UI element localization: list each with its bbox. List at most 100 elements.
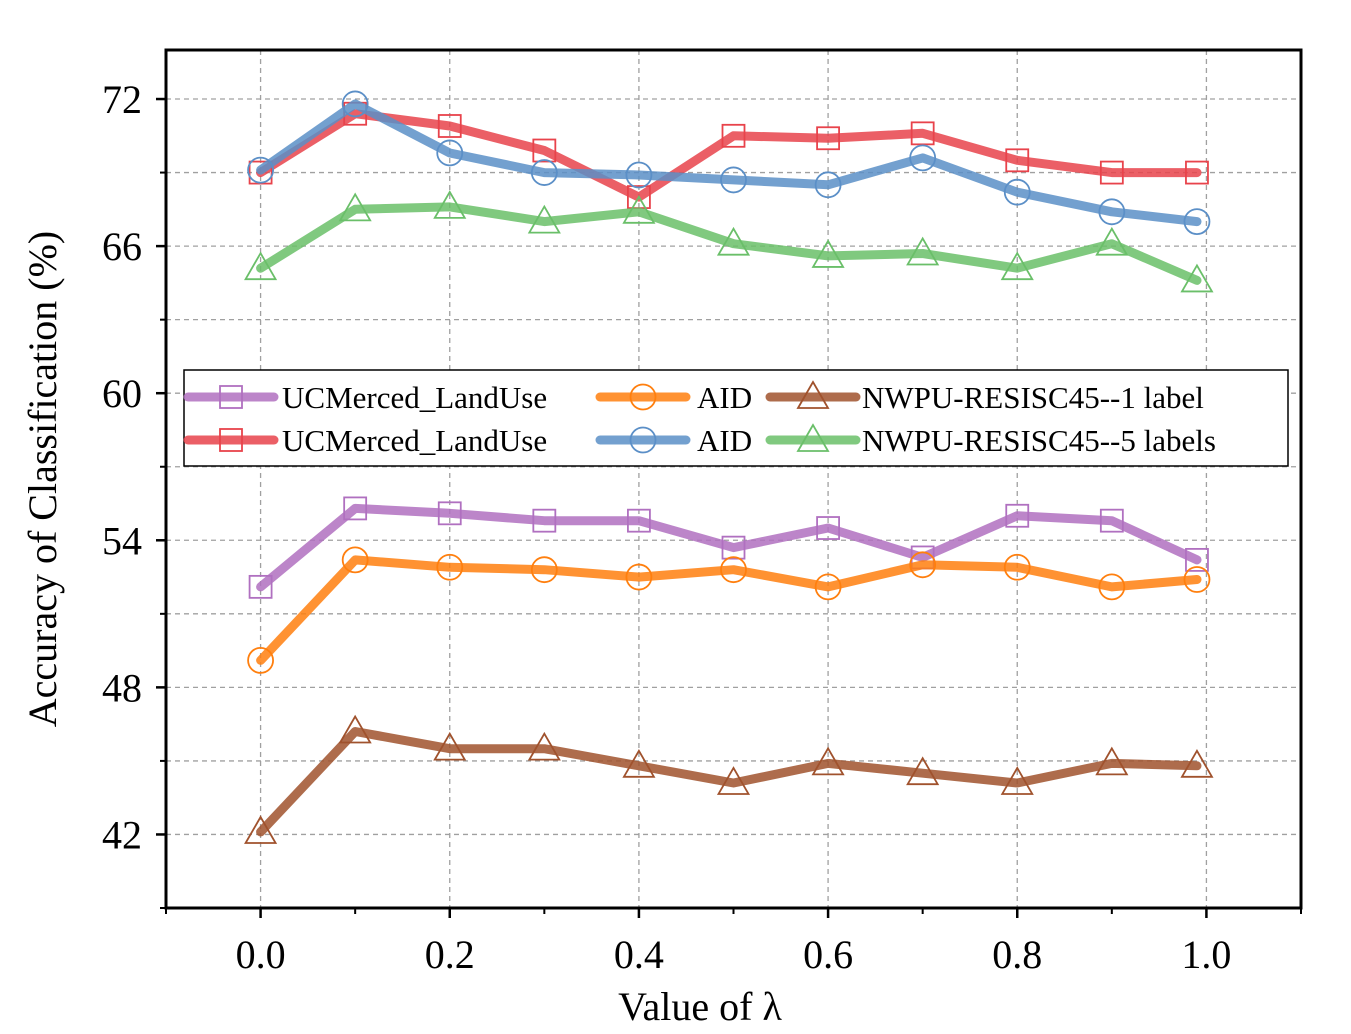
data-point bbox=[1183, 566, 1211, 593]
legend-marker bbox=[796, 423, 830, 452]
series-3 bbox=[248, 101, 1209, 209]
legend-marker bbox=[219, 428, 243, 452]
series-line bbox=[256, 202, 1202, 285]
legend-label: NWPU-RESISC45--1 label bbox=[862, 380, 1204, 415]
legend-item: AID bbox=[595, 423, 752, 458]
series-2 bbox=[244, 714, 1214, 844]
x-tick-label: 0.8 bbox=[992, 932, 1042, 977]
legend-label: UCMerced_LandUse bbox=[282, 380, 547, 415]
series-5 bbox=[244, 190, 1214, 293]
legend-box bbox=[183, 369, 1289, 467]
legend-label: AID bbox=[697, 380, 752, 415]
data-point bbox=[716, 766, 751, 795]
series-line bbox=[256, 109, 1202, 202]
data-point bbox=[721, 535, 746, 560]
series-layer bbox=[244, 90, 1214, 844]
series-line bbox=[256, 727, 1202, 837]
data-point bbox=[1180, 263, 1214, 293]
data-point bbox=[1180, 749, 1214, 778]
legend-item: NWPU-RESISC45--5 labels bbox=[765, 423, 1216, 458]
data-point bbox=[716, 226, 751, 256]
data-point bbox=[720, 166, 747, 194]
data-point bbox=[244, 815, 278, 844]
data-point bbox=[338, 714, 372, 744]
legend-marker bbox=[796, 380, 830, 409]
y-axis-title: Accuracy of Classification (%) bbox=[20, 231, 65, 727]
series-line bbox=[256, 503, 1202, 592]
data-point bbox=[1099, 508, 1124, 533]
data-point bbox=[1005, 503, 1030, 528]
y-tick-label: 60 bbox=[102, 371, 142, 416]
data-point bbox=[1003, 178, 1031, 206]
legend-item: UCMerced_LandUse bbox=[183, 380, 547, 415]
x-tick-label: 0.4 bbox=[614, 932, 664, 977]
data-point bbox=[1005, 148, 1030, 173]
data-point bbox=[814, 171, 842, 199]
series-line bbox=[256, 99, 1202, 227]
data-point bbox=[341, 546, 369, 574]
axes: 0.0 0.2 0.4 0.6 0.8 1.0 42 48 54 60 66 72 bbox=[102, 77, 1302, 977]
series-4 bbox=[247, 90, 1211, 236]
data-point bbox=[627, 508, 651, 533]
data-point bbox=[909, 144, 937, 172]
data-point bbox=[343, 496, 368, 521]
data-point bbox=[1095, 746, 1129, 776]
legend-item: UCMerced_LandUse bbox=[183, 423, 547, 458]
data-point bbox=[906, 236, 940, 266]
data-point bbox=[338, 192, 372, 222]
data-point bbox=[910, 121, 935, 146]
data-point bbox=[433, 190, 467, 219]
y-tick-label: 72 bbox=[102, 77, 142, 122]
data-point bbox=[247, 156, 274, 184]
legend-label: AID bbox=[697, 423, 752, 458]
legend-item: NWPU-RESISC45--1 label bbox=[765, 380, 1204, 415]
data-point bbox=[721, 123, 746, 148]
data-point bbox=[530, 159, 558, 186]
data-point bbox=[622, 749, 656, 778]
x-tick-label: 0.2 bbox=[425, 932, 475, 977]
data-point bbox=[341, 90, 369, 118]
data-point bbox=[622, 194, 656, 224]
data-point bbox=[1000, 766, 1034, 795]
legend-label: UCMerced_LandUse bbox=[282, 423, 547, 458]
x-axis-title: Value of λ bbox=[618, 984, 782, 1029]
data-point bbox=[527, 204, 561, 234]
data-point bbox=[816, 516, 840, 540]
data-point bbox=[436, 553, 464, 581]
data-point bbox=[811, 746, 845, 776]
data-point bbox=[1185, 160, 1209, 185]
data-point bbox=[720, 556, 747, 584]
data-point bbox=[1099, 160, 1124, 185]
data-point bbox=[909, 551, 937, 579]
data-point bbox=[1003, 553, 1031, 581]
legend-label: NWPU-RESISC45--5 labels bbox=[862, 423, 1216, 458]
data-point bbox=[248, 574, 273, 599]
y-tick-label: 48 bbox=[102, 665, 142, 710]
data-point bbox=[247, 647, 274, 674]
legend-marker bbox=[219, 385, 243, 409]
data-point bbox=[437, 501, 462, 526]
data-point bbox=[816, 126, 840, 151]
data-point bbox=[436, 139, 464, 167]
data-point bbox=[1000, 251, 1034, 281]
data-point bbox=[1098, 573, 1126, 601]
data-point bbox=[248, 160, 273, 185]
data-point bbox=[437, 114, 462, 138]
data-point bbox=[625, 563, 653, 591]
data-point bbox=[1183, 208, 1211, 236]
data-point bbox=[1185, 547, 1209, 572]
data-point bbox=[625, 161, 653, 189]
series-0 bbox=[248, 496, 1209, 599]
data-point bbox=[532, 138, 557, 163]
data-point bbox=[811, 239, 845, 268]
y-tick-label: 66 bbox=[102, 224, 142, 269]
x-tick-label: 1.0 bbox=[1181, 932, 1231, 977]
x-tick-label: 0.0 bbox=[236, 932, 286, 977]
series-1 bbox=[247, 546, 1211, 674]
data-point bbox=[906, 756, 940, 786]
legend-item: AID bbox=[595, 380, 752, 415]
data-point bbox=[530, 556, 558, 584]
y-tick-label: 54 bbox=[102, 518, 142, 563]
data-point bbox=[532, 508, 557, 533]
